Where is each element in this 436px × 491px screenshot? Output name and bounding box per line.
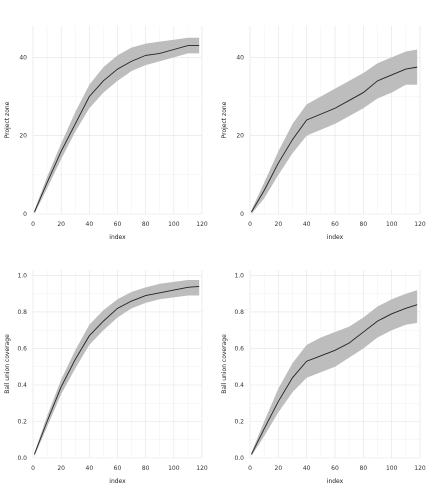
x-tick-label: 80 xyxy=(360,221,368,228)
y-tick-label: 1.0 xyxy=(17,272,27,279)
y-tick-label: 0.8 xyxy=(234,309,244,316)
y-tick-label: 0.8 xyxy=(17,309,27,316)
x-tick-label: 60 xyxy=(331,465,339,472)
x-tick-label: 0 xyxy=(248,221,252,228)
y-axis-label: Project zone xyxy=(4,101,11,138)
x-tick-label: 120 xyxy=(196,465,208,472)
panel-2: 0 20 40 60 80 100 120 0 20 40 index Project zone xyxy=(221,26,426,241)
panel-1: 0 20 40 60 80 100 120 0 20 40 index Project zone xyxy=(4,26,208,241)
y-tick-label: 0.6 xyxy=(17,345,27,352)
y-tick-label: 0 xyxy=(23,211,27,218)
x-tick-label: 100 xyxy=(386,221,398,228)
x-tick-label: 100 xyxy=(386,465,398,472)
y-axis-label: Ball union coverage xyxy=(221,334,228,394)
x-axis-label: index xyxy=(109,478,126,485)
x-axis-label: index xyxy=(109,234,126,241)
x-tick-label: 0 xyxy=(31,221,35,228)
panel-4: 0 20 40 60 80 100 120 0.0 0.2 0.4 0.6 0.8 1.0 index Ba… xyxy=(221,270,426,485)
y-tick-label: 0.4 xyxy=(234,382,244,389)
x-tick-label: 60 xyxy=(114,221,122,228)
y-tick-label: 1.0 xyxy=(234,272,244,279)
x-axis-label: index xyxy=(327,478,344,485)
x-tick-label: 120 xyxy=(196,221,208,228)
x-tick-label: 100 xyxy=(168,465,180,472)
x-tick-label: 40 xyxy=(303,465,311,472)
x-tick-label: 20 xyxy=(57,221,65,228)
y-tick-label: 0 xyxy=(240,211,244,218)
x-tick-label: 20 xyxy=(275,221,283,228)
y-tick-label: 20 xyxy=(19,133,27,140)
x-tick-label: 60 xyxy=(331,221,339,228)
x-tick-label: 80 xyxy=(360,465,368,472)
x-tick-label: 40 xyxy=(303,221,311,228)
confidence-band xyxy=(34,37,200,214)
x-tick-label: 60 xyxy=(114,465,122,472)
x-tick-label: 120 xyxy=(414,221,426,228)
panel-3: 0 20 40 60 80 100 120 0.0 0.2 0.4 0.6 0.8 1.0 index Ba… xyxy=(4,270,208,485)
mean-line xyxy=(33,45,200,213)
mean-line xyxy=(251,66,418,213)
y-axis-label: Ball union coverage xyxy=(4,334,11,394)
y-tick-label: 20 xyxy=(236,133,244,140)
confidence-band xyxy=(251,49,418,214)
x-tick-label: 80 xyxy=(142,465,150,472)
y-tick-label: 0.2 xyxy=(17,418,27,425)
x-tick-label: 80 xyxy=(142,221,150,228)
y-tick-label: 0.0 xyxy=(17,455,27,462)
y-tick-label: 40 xyxy=(19,54,27,61)
x-tick-label: 100 xyxy=(168,221,180,228)
y-tick-label: 0.6 xyxy=(234,345,244,352)
x-axis-label: index xyxy=(327,234,344,241)
x-tick-label: 40 xyxy=(86,221,94,228)
x-tick-label: 20 xyxy=(275,465,283,472)
y-tick-label: 40 xyxy=(236,54,244,61)
y-tick-label: 0.0 xyxy=(234,455,244,462)
x-tick-label: 20 xyxy=(57,465,65,472)
x-tick-label: 40 xyxy=(86,465,94,472)
x-tick-label: 0 xyxy=(248,465,252,472)
y-axis-label: Project zone xyxy=(221,101,228,138)
confidence-band xyxy=(34,280,200,457)
y-tick-label: 0.2 xyxy=(234,418,244,425)
mean-line xyxy=(33,285,200,455)
x-tick-label: 120 xyxy=(414,465,426,472)
mean-line xyxy=(251,304,418,455)
confidence-band xyxy=(251,290,418,457)
y-tick-label: 0.4 xyxy=(17,382,27,389)
x-tick-label: 0 xyxy=(31,465,35,472)
